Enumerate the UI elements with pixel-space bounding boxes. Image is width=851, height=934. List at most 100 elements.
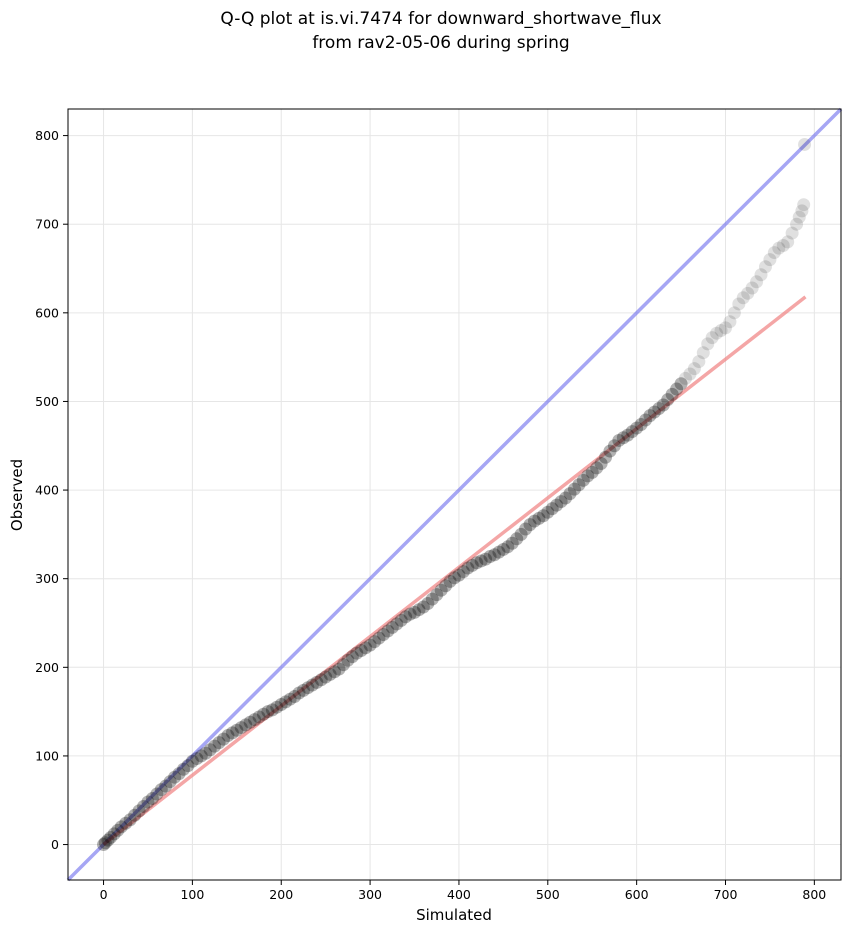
data-point <box>243 715 257 729</box>
data-point <box>754 268 768 282</box>
data-point <box>104 830 118 844</box>
data-point <box>781 235 795 249</box>
plot-area-frame <box>67 108 842 881</box>
data-point <box>354 643 368 657</box>
data-point <box>288 690 302 704</box>
data-point <box>492 545 506 559</box>
data-point <box>185 754 199 768</box>
regression-fit-line <box>102 295 807 846</box>
data-point <box>341 653 355 667</box>
data-point <box>797 198 811 212</box>
data-point <box>408 605 422 619</box>
x-tick-label: 600 <box>625 887 649 902</box>
data-point <box>132 804 146 818</box>
data-point <box>679 371 693 385</box>
axis-ticks: 0 100 200 300 400 500 600 700 800 0 100 200 300 400 50… <box>35 128 826 902</box>
data-point <box>652 402 666 416</box>
data-point <box>283 692 297 706</box>
x-tick-label: 100 <box>180 887 204 902</box>
data-point <box>225 726 239 740</box>
data-point <box>772 241 786 255</box>
x-tick-label: 400 <box>447 887 471 902</box>
data-point <box>670 382 684 396</box>
data-point <box>714 324 728 338</box>
data-point <box>234 721 248 735</box>
data-point <box>119 816 133 830</box>
data-point <box>150 787 164 801</box>
data-point <box>792 210 806 224</box>
data-point <box>692 355 706 369</box>
grid-lines <box>68 109 841 880</box>
data-point <box>532 511 546 525</box>
data-point <box>465 558 479 572</box>
data-point <box>359 641 373 655</box>
data-point <box>634 417 648 431</box>
data-point <box>163 775 177 789</box>
data-point <box>510 532 524 546</box>
data-point <box>545 502 559 516</box>
data-point <box>696 346 710 360</box>
data-point <box>265 703 279 717</box>
data-point <box>736 291 750 305</box>
chart-title-line-2: from rav2-05-06 during spring <box>312 33 569 53</box>
data-point <box>581 469 595 483</box>
data-point <box>625 425 639 439</box>
data-point <box>616 431 630 445</box>
data-point <box>114 820 128 834</box>
data-point <box>541 505 555 519</box>
data-point <box>527 514 541 528</box>
data-point <box>607 439 621 453</box>
data-point <box>270 700 284 714</box>
data-point <box>372 631 386 645</box>
data-point <box>448 571 461 585</box>
data-point <box>181 759 195 773</box>
data-point <box>496 542 510 556</box>
data-point <box>336 658 350 672</box>
data-point <box>239 718 253 732</box>
data-point <box>363 638 377 652</box>
chart-title-line-1: Q-Q plot at is.vi.7474 for downward_shor… <box>220 9 661 29</box>
data-point <box>639 413 653 427</box>
data-point <box>523 518 537 532</box>
data-point <box>416 600 430 614</box>
y-axis-label: Observed <box>8 459 26 531</box>
data-point <box>519 522 533 536</box>
data-point <box>141 795 155 809</box>
data-point <box>107 827 121 841</box>
data-point <box>474 554 488 568</box>
data-point <box>763 253 777 267</box>
data-point <box>456 565 470 579</box>
data-point <box>727 306 741 320</box>
data-point <box>252 710 266 724</box>
data-point <box>97 838 111 852</box>
data-point <box>199 746 213 760</box>
data-point <box>630 421 644 435</box>
data-point <box>399 610 413 624</box>
y-tick-label: 300 <box>35 571 59 586</box>
data-point <box>301 681 315 695</box>
data-point <box>665 387 679 401</box>
data-point <box>505 536 519 550</box>
data-point <box>674 377 688 391</box>
x-tick-label: 300 <box>358 887 382 902</box>
data-point <box>750 275 764 289</box>
data-point <box>776 238 790 252</box>
data-point <box>745 281 759 295</box>
data-point <box>203 743 217 757</box>
data-point <box>154 783 168 797</box>
x-tick-label: 200 <box>269 887 293 902</box>
data-point <box>798 137 812 151</box>
data-point <box>159 779 173 793</box>
y-tick-label: 200 <box>35 660 59 675</box>
x-tick-label: 800 <box>802 887 826 902</box>
x-axis-label: Simulated <box>416 906 492 924</box>
x-tick-label: 500 <box>536 887 560 902</box>
data-point <box>248 713 262 727</box>
data-point <box>177 762 191 776</box>
data-point <box>137 799 151 813</box>
y-tick-label: 600 <box>35 305 59 320</box>
data-point <box>412 603 426 617</box>
data-point <box>790 217 804 231</box>
data-point <box>567 482 581 496</box>
